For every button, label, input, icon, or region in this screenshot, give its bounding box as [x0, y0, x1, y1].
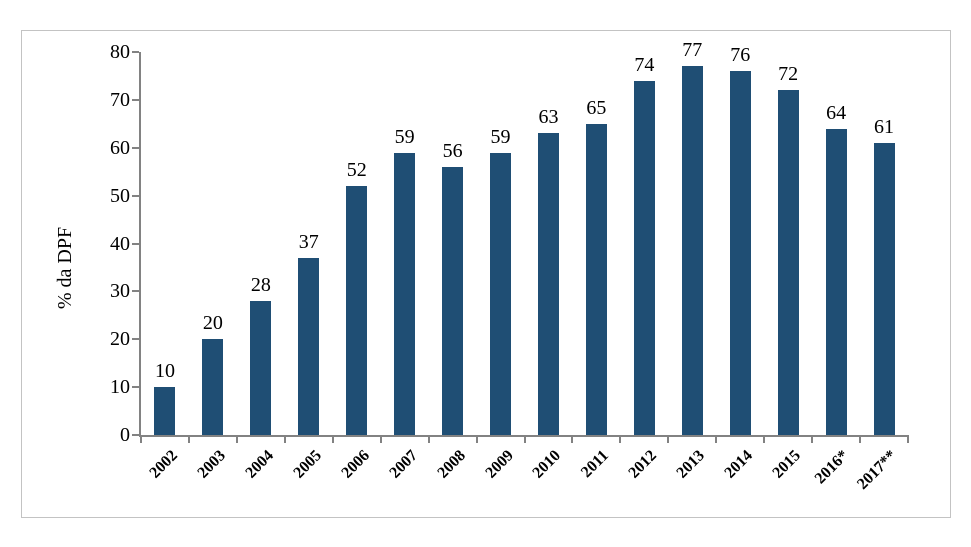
x-axis-tick — [523, 437, 526, 443]
x-axis-tick — [907, 437, 909, 443]
bar-value-label: 59 — [490, 125, 511, 148]
x-axis-tick — [475, 437, 478, 443]
x-axis-tick — [715, 437, 718, 443]
bar — [442, 166, 464, 435]
x-axis-tick — [283, 437, 286, 443]
y-tick-label: 60 — [110, 136, 130, 159]
y-axis-title: % da DPF — [54, 226, 76, 310]
y-tick-label: 70 — [110, 88, 130, 111]
y-axis-tick — [132, 194, 139, 197]
y-axis-tick — [132, 386, 139, 389]
bar-value-label: 10 — [154, 360, 175, 383]
bar-value-label: 76 — [730, 44, 751, 67]
bar-value-label: 65 — [586, 96, 607, 119]
x-axis-tick — [667, 437, 670, 443]
bar — [202, 339, 224, 435]
bar — [585, 123, 607, 435]
y-tick-label: 20 — [110, 328, 130, 351]
bar-value-label: 28 — [250, 273, 271, 296]
bar — [154, 387, 176, 435]
bar-value-label: 64 — [826, 101, 847, 124]
bar — [490, 152, 512, 435]
y-tick-label: 30 — [110, 280, 130, 303]
y-axis-tick — [132, 51, 139, 53]
x-axis-tick — [571, 437, 574, 443]
bar — [394, 152, 416, 435]
bar-value-label: 77 — [682, 39, 703, 62]
x-axis-tick — [619, 437, 622, 443]
y-axis-line — [139, 52, 141, 437]
y-tick-label: 50 — [110, 184, 130, 207]
x-axis-tick — [235, 437, 238, 443]
bar — [873, 142, 895, 435]
bar — [346, 186, 368, 435]
y-tick-label: 80 — [110, 41, 130, 63]
bar — [298, 257, 320, 435]
bar — [825, 128, 847, 435]
x-axis-tick — [763, 437, 766, 443]
bar — [777, 90, 799, 435]
y-axis-tick — [132, 338, 139, 341]
bar — [537, 133, 559, 435]
bar — [729, 71, 751, 435]
bar-value-label: 59 — [394, 125, 415, 148]
y-tick-label: 0 — [120, 424, 130, 446]
bar — [633, 80, 655, 435]
bar-value-label: 74 — [634, 53, 655, 76]
x-axis-tick — [331, 437, 334, 443]
bar-value-label: 56 — [442, 139, 463, 162]
bar-value-label: 61 — [874, 115, 895, 138]
x-axis-tick — [811, 437, 814, 443]
x-axis-tick — [140, 437, 142, 443]
bar-value-label: 20 — [202, 312, 223, 335]
bar-value-label: 52 — [346, 159, 367, 182]
y-tick-label: 40 — [110, 232, 130, 255]
bar-value-label: 72 — [778, 63, 799, 86]
x-axis-tick — [859, 437, 862, 443]
x-axis-tick — [187, 437, 190, 443]
bar-value-label: 63 — [538, 106, 559, 129]
x-axis-tick — [379, 437, 382, 443]
x-axis-line — [139, 435, 909, 437]
y-axis-tick — [132, 290, 139, 293]
y-axis-tick — [132, 434, 139, 436]
y-axis-tick — [132, 98, 139, 101]
bar-value-label: 37 — [298, 230, 319, 253]
bar — [250, 300, 272, 435]
y-axis-tick — [132, 242, 139, 245]
x-axis-tick — [427, 437, 430, 443]
y-axis-tick — [132, 146, 139, 149]
bar — [681, 66, 703, 435]
y-tick-label: 10 — [110, 376, 130, 399]
